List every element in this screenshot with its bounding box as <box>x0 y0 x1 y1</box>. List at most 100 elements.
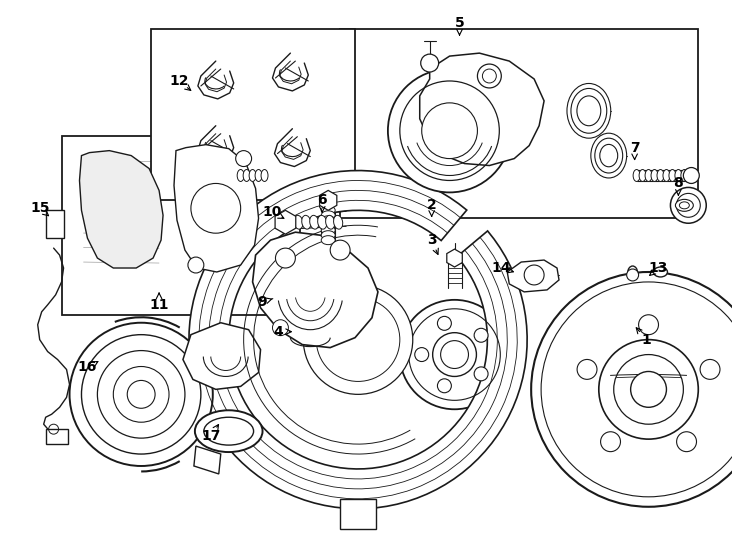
Circle shape <box>677 432 697 451</box>
Text: 5: 5 <box>454 16 465 30</box>
Ellipse shape <box>645 170 652 181</box>
Polygon shape <box>183 323 261 389</box>
Ellipse shape <box>675 199 694 211</box>
Polygon shape <box>189 171 527 509</box>
Ellipse shape <box>310 215 319 229</box>
Ellipse shape <box>600 144 618 167</box>
Ellipse shape <box>249 170 256 181</box>
Polygon shape <box>275 210 296 234</box>
Circle shape <box>188 257 204 273</box>
Circle shape <box>437 379 451 393</box>
Bar <box>340 29 698 218</box>
Circle shape <box>70 323 213 466</box>
Circle shape <box>236 151 252 166</box>
Ellipse shape <box>321 216 335 225</box>
Polygon shape <box>206 345 236 373</box>
Ellipse shape <box>294 215 303 229</box>
Ellipse shape <box>567 84 611 138</box>
Ellipse shape <box>321 226 335 235</box>
Circle shape <box>670 187 706 223</box>
Ellipse shape <box>595 138 622 173</box>
Polygon shape <box>507 260 559 292</box>
Ellipse shape <box>321 221 335 230</box>
Ellipse shape <box>639 170 646 181</box>
Circle shape <box>275 248 295 268</box>
Text: 8: 8 <box>674 177 683 191</box>
Circle shape <box>330 240 350 260</box>
Ellipse shape <box>675 170 682 181</box>
Ellipse shape <box>255 170 262 181</box>
Ellipse shape <box>657 170 664 181</box>
Circle shape <box>422 103 477 159</box>
Ellipse shape <box>653 267 667 277</box>
Polygon shape <box>252 232 378 348</box>
Circle shape <box>700 360 720 379</box>
Ellipse shape <box>628 266 638 280</box>
Circle shape <box>524 265 544 285</box>
Circle shape <box>577 360 597 379</box>
Circle shape <box>303 285 413 394</box>
Text: 15: 15 <box>30 201 49 215</box>
Bar <box>46 210 64 238</box>
Circle shape <box>415 348 429 361</box>
Text: 11: 11 <box>149 298 169 312</box>
Polygon shape <box>340 499 376 529</box>
Circle shape <box>432 333 476 376</box>
Polygon shape <box>79 151 163 268</box>
Ellipse shape <box>326 215 335 229</box>
Text: 17: 17 <box>201 429 220 443</box>
Circle shape <box>474 367 488 381</box>
Circle shape <box>627 269 639 281</box>
Circle shape <box>474 328 488 342</box>
Ellipse shape <box>651 170 658 181</box>
Text: 4: 4 <box>274 325 283 339</box>
Circle shape <box>531 272 734 507</box>
Ellipse shape <box>321 211 335 220</box>
Ellipse shape <box>237 170 244 181</box>
Ellipse shape <box>571 89 607 133</box>
Polygon shape <box>447 249 462 267</box>
Ellipse shape <box>243 170 250 181</box>
Ellipse shape <box>261 170 268 181</box>
Ellipse shape <box>321 231 335 240</box>
Circle shape <box>631 372 666 407</box>
Circle shape <box>437 316 451 330</box>
Bar <box>62 136 300 315</box>
Polygon shape <box>319 191 337 210</box>
Text: 10: 10 <box>263 205 282 219</box>
Ellipse shape <box>591 133 627 178</box>
Text: 12: 12 <box>170 74 189 88</box>
Circle shape <box>421 54 439 72</box>
Ellipse shape <box>669 170 676 181</box>
Circle shape <box>639 315 658 335</box>
Ellipse shape <box>663 170 670 181</box>
Ellipse shape <box>633 170 640 181</box>
Text: 14: 14 <box>492 261 511 275</box>
Ellipse shape <box>321 235 335 245</box>
Bar <box>151 29 355 200</box>
Ellipse shape <box>321 206 335 215</box>
Ellipse shape <box>318 215 327 229</box>
Text: 1: 1 <box>642 333 652 347</box>
Bar <box>46 429 68 444</box>
Ellipse shape <box>286 215 295 229</box>
Polygon shape <box>174 145 258 272</box>
Text: 9: 9 <box>258 295 267 309</box>
Ellipse shape <box>681 170 688 181</box>
Circle shape <box>599 340 698 439</box>
Ellipse shape <box>577 96 601 126</box>
Polygon shape <box>420 53 544 166</box>
Ellipse shape <box>333 215 343 229</box>
Circle shape <box>400 300 509 409</box>
Circle shape <box>477 64 501 88</box>
Circle shape <box>388 69 512 192</box>
Text: 6: 6 <box>317 193 327 207</box>
Circle shape <box>127 380 155 408</box>
Circle shape <box>272 320 288 336</box>
Circle shape <box>683 167 700 184</box>
Text: 16: 16 <box>78 361 97 375</box>
Ellipse shape <box>195 410 263 452</box>
Ellipse shape <box>302 215 311 229</box>
Circle shape <box>600 432 620 451</box>
Text: 3: 3 <box>427 233 437 247</box>
